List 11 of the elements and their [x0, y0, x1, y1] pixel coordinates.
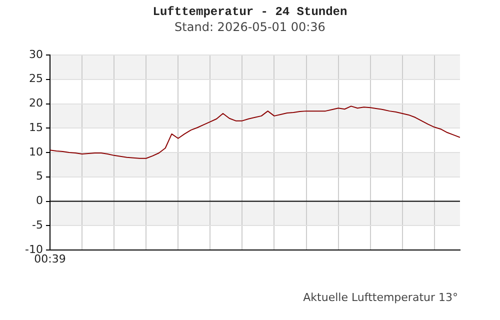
chart-subtitle: Stand: 2026-05-01 00:36: [174, 20, 326, 34]
y-tick-label: 30: [29, 48, 43, 61]
y-tick-label: 25: [29, 72, 43, 86]
y-tick-label: -5: [32, 218, 43, 232]
y-tick-label: 5: [36, 170, 43, 183]
chart-title: Lufttemperatur - 24 Stunden: [152, 5, 348, 19]
y-tick-label: 20: [29, 96, 43, 110]
text: Aktuelle Lufttemperatur 13°: [303, 291, 458, 304]
y-tick-label: 0: [36, 194, 43, 208]
y-tick-label: 10: [29, 145, 43, 158]
y-tick-label: 15: [29, 120, 43, 134]
